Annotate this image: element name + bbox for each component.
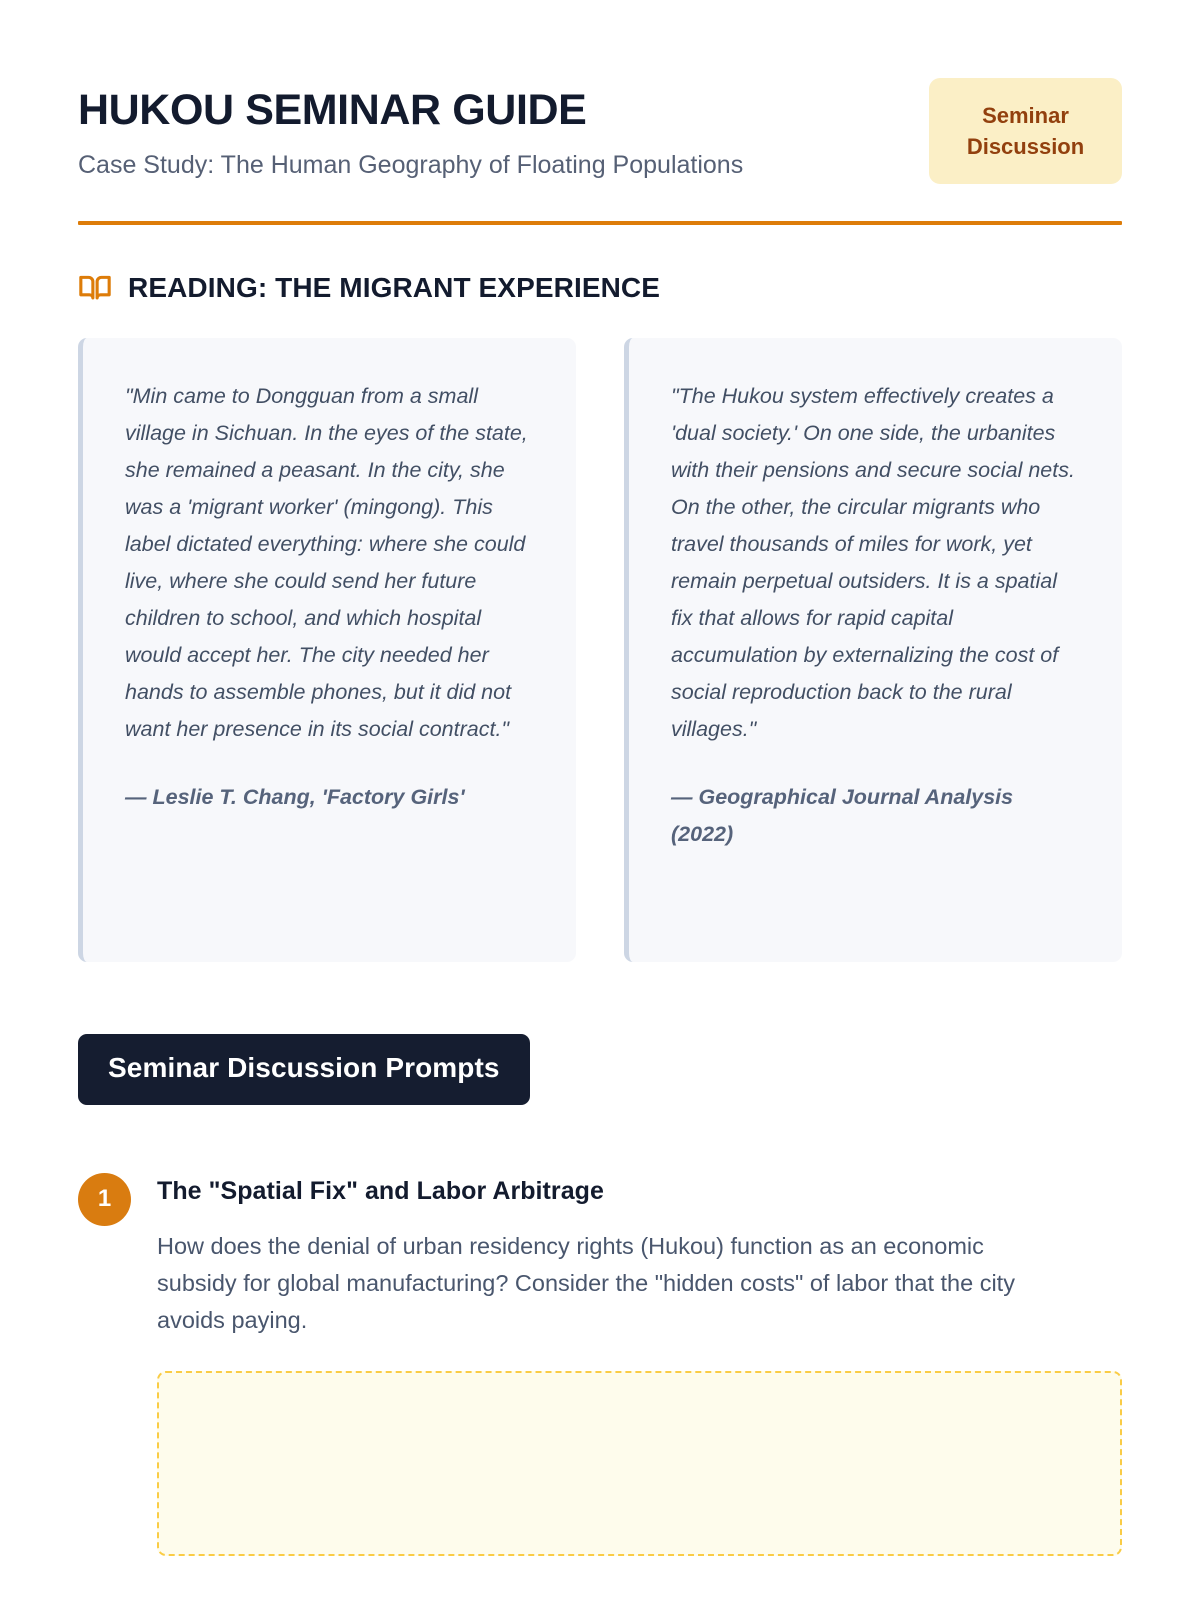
seminar-discussion-prompts-banner: Seminar Discussion Prompts xyxy=(78,1034,530,1105)
page-header: HUKOU SEMINAR GUIDE Case Study: The Huma… xyxy=(78,0,1122,226)
quote-text: "Min came to Dongguan from a small villa… xyxy=(125,384,528,742)
prompt-question-text: How does the denial of urban residency r… xyxy=(157,1232,1015,1333)
header-divider-rule xyxy=(78,221,1122,226)
open-book-icon xyxy=(78,271,112,305)
quote-card: "The Hukou system effectively creates a … xyxy=(624,338,1122,963)
prompt-item: 1 The "Spatial Fix" and Labor Arbitrage … xyxy=(78,1172,1122,1556)
prompt-body: The "Spatial Fix" and Labor Arbitrage Ho… xyxy=(157,1173,1122,1556)
reading-section-title: READING: THE MIGRANT EXPERIENCE xyxy=(128,272,661,304)
prompt-title: The "Spatial Fix" and Labor Arbitrage xyxy=(157,1176,604,1205)
quote-attribution: — Geographical Journal Analysis (2022) xyxy=(671,785,1014,847)
reading-section-heading: READING: THE MIGRANT EXPERIENCE xyxy=(78,271,1122,305)
seminar-discussion-badge: Seminar Discussion xyxy=(929,78,1122,185)
prompt-answer-input[interactable] xyxy=(157,1370,1122,1556)
header-text-block: HUKOU SEMINAR GUIDE Case Study: The Huma… xyxy=(78,86,938,181)
page-title: HUKOU SEMINAR GUIDE xyxy=(78,86,587,134)
quote-card-grid: "Min came to Dongguan from a small villa… xyxy=(78,338,1122,963)
quote-attribution: — Leslie T. Chang, 'Factory Girls' xyxy=(125,785,465,810)
prompt-number-badge: 1 xyxy=(78,1172,131,1226)
quote-text: "The Hukou system effectively creates a … xyxy=(671,384,1075,742)
page-subtitle: Case Study: The Human Geography of Float… xyxy=(78,151,744,180)
quote-card: "Min came to Dongguan from a small villa… xyxy=(78,338,576,963)
